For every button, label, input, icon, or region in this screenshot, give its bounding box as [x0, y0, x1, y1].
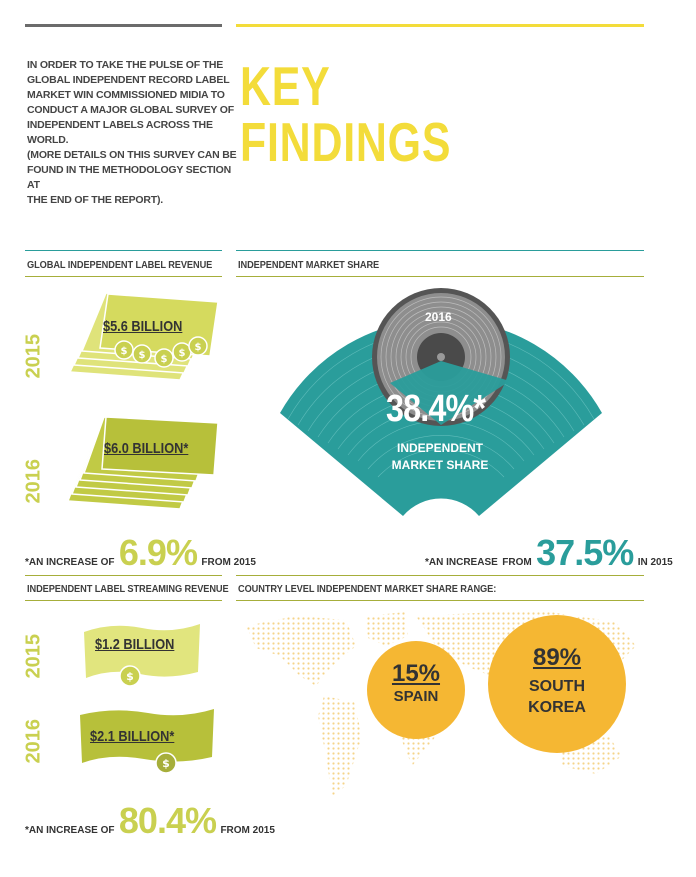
revenue-value-2016: $6.0 BILLION*: [104, 440, 189, 457]
spain-share: 15%: [391, 660, 441, 687]
caption-line-2: MARKET SHARE: [391, 458, 489, 472]
revenue-year-2016: 2016: [22, 459, 45, 504]
streaming-year-2016: 2016: [22, 719, 45, 764]
country-section-label: COUNTRY LEVEL INDEPENDENT MARKET SHARE R…: [238, 583, 497, 595]
revenue-rule-bottom: [25, 276, 222, 277]
south-korea-label: SOUTH KOREA: [487, 676, 627, 718]
country-rule-bottom: [236, 600, 644, 601]
south-korea-label-line-1: SOUTH: [529, 678, 585, 695]
record-year: 2016: [425, 310, 452, 324]
intro-line: (MORE DETAILS ON THIS SURVEY CAN BE: [27, 149, 237, 161]
share-increase-note: *AN INCREASE FROM 37.5% IN 2015: [425, 532, 673, 574]
share-rule-bottom: [236, 276, 644, 277]
intro-line: MARKET WIN COMMISSIONED MIDIA TO: [27, 89, 225, 101]
title-line-1: KEY: [240, 55, 331, 117]
streaming-increase-suffix: FROM 2015: [220, 825, 275, 836]
caption-line-1: INDEPENDENT: [396, 441, 483, 455]
streaming-bill-2015-icon: $: [84, 624, 200, 687]
spain-label: SPAIN: [393, 688, 439, 705]
revenue-section-label: GLOBAL INDEPENDENT LABEL REVENUE: [27, 259, 213, 271]
share-increase-from: FROM: [502, 557, 532, 568]
svg-text:$: $: [126, 670, 134, 683]
spain-bubble-text: 15% SPAIN: [366, 660, 466, 705]
streaming-bill-2016-icon: $: [80, 709, 214, 774]
svg-text:$: $: [161, 354, 168, 365]
south-korea-bubble: [488, 615, 626, 753]
streaming-value-2015: $1.2 BILLION: [95, 636, 175, 653]
top-rule-left: [25, 24, 222, 27]
revenue-increase-note: *AN INCREASE OF 6.9% FROM 2015: [25, 532, 256, 574]
intro-paragraph: IN ORDER TO TAKE THE PULSE OF THE GLOBAL…: [27, 58, 237, 208]
revenue-increase-suffix: FROM 2015: [201, 557, 256, 568]
money-stack-2015-icon: $ $ $ $ $: [68, 292, 219, 381]
streaming-section-label: INDEPENDENT LABEL STREAMING REVENUE: [27, 583, 229, 595]
page-title: KEY FINDINGS: [240, 58, 511, 170]
country-rule-top: [236, 575, 644, 576]
streaming-rule-bottom: [25, 600, 222, 601]
revenue-increase-value: 6.9%: [118, 532, 198, 573]
money-stack-2016-icon: [66, 416, 219, 510]
svg-text:$: $: [195, 342, 202, 353]
south-korea-label-line-2: KOREA: [528, 699, 586, 716]
share-section-label: INDEPENDENT MARKET SHARE: [238, 259, 380, 271]
revenue-value-2015: $5.6 BILLION: [103, 318, 183, 335]
intro-line: GLOBAL INDEPENDENT RECORD LABEL: [27, 74, 230, 86]
revenue-increase-prefix: *AN INCREASE OF: [25, 557, 115, 568]
intro-line: IN ORDER TO TAKE THE PULSE OF THE: [27, 59, 224, 71]
intro-line: CONDUCT A MAJOR GLOBAL SURVEY OF: [27, 104, 234, 116]
revenue-rule-top: [25, 250, 222, 251]
streaming-increase-value: 80.4%: [118, 800, 217, 841]
streaming-rule-top: [25, 575, 222, 576]
share-increase-prefix: *AN INCREASE: [425, 557, 498, 568]
svg-text:$: $: [162, 757, 170, 770]
share-increase-value: 37.5%: [536, 532, 634, 573]
intro-line: THE END OF THE REPORT).: [27, 194, 163, 206]
intro-line: INDEPENDENT LABELS ACROSS THE WORLD.: [27, 119, 213, 146]
streaming-year-2015: 2015: [22, 634, 45, 679]
share-increase-suffix: IN 2015: [637, 557, 673, 568]
streaming-value-2016: $2.1 BILLION*: [90, 728, 175, 745]
streaming-increase-prefix: *AN INCREASE OF: [25, 825, 115, 836]
market-share-graphic: [280, 288, 602, 516]
intro-line: FOUND IN THE METHODOLOGY SECTION AT: [27, 164, 231, 191]
svg-text:$: $: [179, 348, 186, 359]
top-rule-right: [236, 24, 644, 27]
share-rule-top: [236, 250, 644, 251]
south-korea-bubble-text: 89% SOUTH KOREA: [487, 644, 627, 718]
south-korea-share: 89%: [532, 644, 582, 671]
market-share-caption: INDEPENDENT MARKET SHARE: [380, 440, 500, 474]
revenue-year-2015: 2015: [22, 334, 45, 379]
svg-text:$: $: [139, 350, 146, 361]
title-line-2: FINDINGS: [240, 111, 452, 173]
market-share-value: 38.4%*: [386, 388, 486, 430]
streaming-increase-note: *AN INCREASE OF 80.4% FROM 2015: [25, 800, 275, 842]
svg-text:$: $: [121, 346, 128, 357]
spain-bubble: [367, 641, 465, 739]
